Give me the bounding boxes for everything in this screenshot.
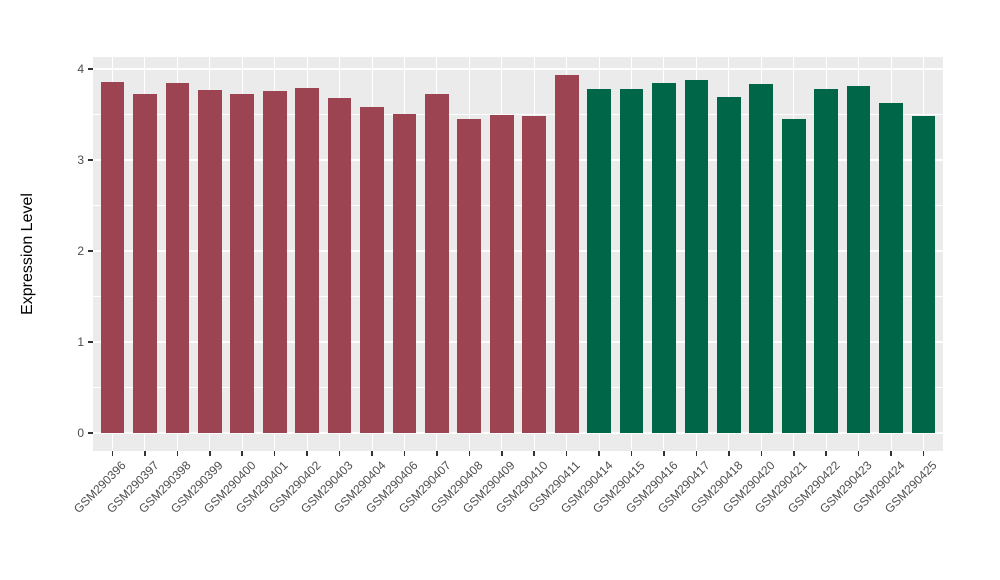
bar — [100, 81, 125, 433]
bar — [392, 113, 417, 433]
bar — [846, 86, 871, 433]
x-tick-mark — [598, 451, 600, 456]
minor-gridline — [93, 296, 943, 297]
major-gridline — [93, 250, 943, 252]
bar — [911, 116, 936, 433]
y-tick-mark — [88, 250, 93, 252]
x-tick-mark — [176, 451, 179, 456]
y-tick-mark — [88, 341, 93, 343]
x-tick-mark — [760, 451, 763, 456]
bar — [262, 90, 287, 433]
bar — [879, 102, 903, 433]
bar — [781, 119, 806, 433]
x-tick-mark — [922, 451, 925, 456]
y-tick-mark — [88, 68, 93, 70]
x-tick-mark — [793, 451, 795, 456]
bar — [522, 116, 547, 433]
major-gridline — [93, 159, 943, 161]
x-tick-mark — [273, 451, 276, 456]
x-tick-mark — [111, 451, 114, 456]
bar — [133, 94, 157, 433]
y-tick-mark — [88, 432, 93, 434]
x-tick-mark — [890, 451, 892, 456]
minor-gridline — [93, 387, 943, 388]
bar — [554, 75, 579, 433]
bar — [749, 84, 774, 433]
x-tick-mark — [825, 451, 827, 456]
bar — [230, 93, 255, 433]
major-gridline — [93, 432, 943, 434]
x-tick-mark — [663, 451, 665, 456]
x-tick-mark — [468, 451, 471, 456]
bar — [489, 114, 514, 433]
x-tick-mark — [857, 451, 860, 456]
y-tick-label: 4 — [77, 62, 84, 76]
y-tick-label: 0 — [77, 426, 84, 440]
minor-gridline — [93, 114, 943, 115]
major-gridline — [93, 68, 943, 70]
plot-panel — [93, 57, 943, 451]
y-tick-label: 1 — [77, 335, 84, 349]
bar — [360, 107, 384, 433]
bar — [652, 82, 676, 433]
x-tick-mark — [371, 451, 373, 456]
x-tick-mark — [630, 451, 633, 456]
y-tick-label: 3 — [77, 153, 84, 167]
x-tick-mark — [436, 451, 438, 456]
x-tick-mark — [144, 451, 146, 456]
minor-gridline — [93, 205, 943, 206]
bar — [295, 88, 319, 433]
y-tick-label: 2 — [77, 244, 84, 258]
x-tick-mark — [403, 451, 406, 456]
major-gridline — [93, 341, 943, 343]
bar — [327, 98, 352, 433]
x-tick-mark — [338, 451, 341, 456]
bar — [717, 97, 741, 433]
bar — [197, 89, 222, 433]
x-tick-mark — [209, 451, 211, 456]
x-tick-mark — [306, 451, 308, 456]
x-tick-mark — [501, 451, 503, 456]
bar — [619, 89, 644, 433]
x-tick-mark — [241, 451, 243, 456]
bar — [425, 94, 449, 433]
x-tick-mark — [533, 451, 535, 456]
bar — [165, 82, 190, 433]
x-tick-mark — [565, 451, 568, 456]
bar — [457, 119, 482, 433]
y-tick-mark — [88, 159, 93, 161]
y-axis-title: Expression Level — [19, 193, 36, 315]
x-tick-mark — [695, 451, 698, 456]
bar — [684, 79, 709, 433]
bar — [587, 89, 611, 433]
bar — [814, 89, 839, 433]
x-tick-mark — [728, 451, 730, 456]
